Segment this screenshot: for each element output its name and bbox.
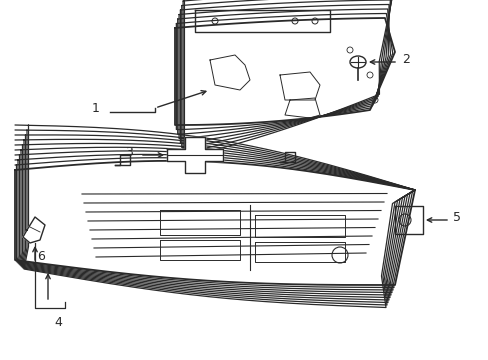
Text: 2: 2 [401,53,409,66]
Polygon shape [167,137,223,173]
Text: 1: 1 [92,102,100,114]
Text: 6: 6 [37,251,45,264]
Text: 4: 4 [54,316,62,329]
Text: 5: 5 [452,211,460,224]
Polygon shape [23,217,45,243]
Text: 3: 3 [125,145,133,158]
